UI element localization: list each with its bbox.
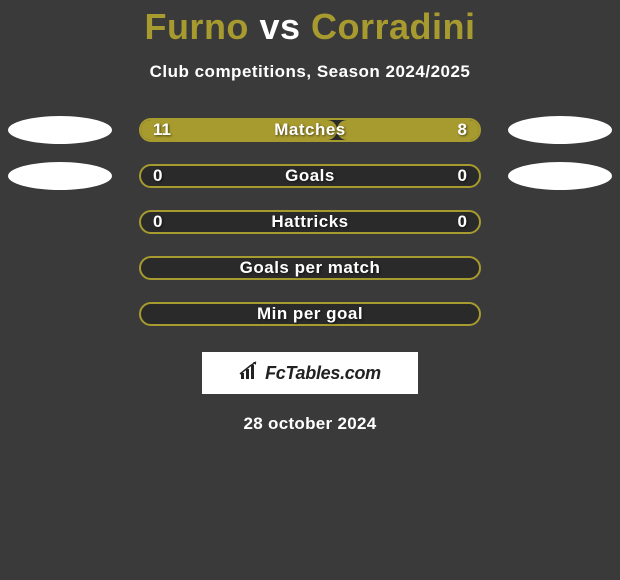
stat-bar: Min per goal bbox=[139, 302, 481, 326]
player-a-marker bbox=[8, 162, 112, 190]
value-a: 0 bbox=[153, 166, 162, 186]
player-b-name: Corradini bbox=[311, 6, 476, 47]
stat-label: Goals bbox=[285, 166, 335, 186]
value-b: 0 bbox=[458, 166, 467, 186]
stat-bar: 0 0 Goals bbox=[139, 164, 481, 188]
comparison-card: Furno vs Corradini Club competitions, Se… bbox=[0, 0, 620, 434]
subtitle: Club competitions, Season 2024/2025 bbox=[150, 62, 471, 82]
page-title: Furno vs Corradini bbox=[144, 6, 475, 48]
player-a-name: Furno bbox=[144, 6, 248, 47]
value-b: 8 bbox=[458, 120, 467, 140]
stat-label: Min per goal bbox=[257, 304, 363, 324]
stat-bar: 11 8 Matches bbox=[139, 118, 481, 142]
player-b-marker bbox=[508, 162, 612, 190]
date-text: 28 october 2024 bbox=[243, 414, 376, 434]
stat-row: 11 8 Matches bbox=[0, 118, 620, 142]
logo-box[interactable]: FcTables.com bbox=[202, 352, 418, 394]
player-a-marker bbox=[8, 116, 112, 144]
chart-icon bbox=[239, 361, 261, 386]
value-b: 0 bbox=[458, 212, 467, 232]
stat-row: Goals per match bbox=[0, 256, 620, 280]
stat-label: Hattricks bbox=[271, 212, 348, 232]
vs-text: vs bbox=[259, 6, 300, 47]
logo-text: FcTables.com bbox=[265, 363, 381, 384]
player-b-marker bbox=[508, 116, 612, 144]
stat-label: Matches bbox=[274, 120, 346, 140]
stat-bar: Goals per match bbox=[139, 256, 481, 280]
stat-label: Goals per match bbox=[240, 258, 381, 278]
value-a: 11 bbox=[153, 120, 171, 140]
value-a: 0 bbox=[153, 212, 162, 232]
stat-row: Min per goal bbox=[0, 302, 620, 326]
stat-bar: 0 0 Hattricks bbox=[139, 210, 481, 234]
stat-rows: 11 8 Matches 0 0 Goals 0 0 Hattricks Goals per ma… bbox=[0, 118, 620, 326]
stat-row: 0 0 Hattricks bbox=[0, 210, 620, 234]
stat-row: 0 0 Goals bbox=[0, 164, 620, 188]
